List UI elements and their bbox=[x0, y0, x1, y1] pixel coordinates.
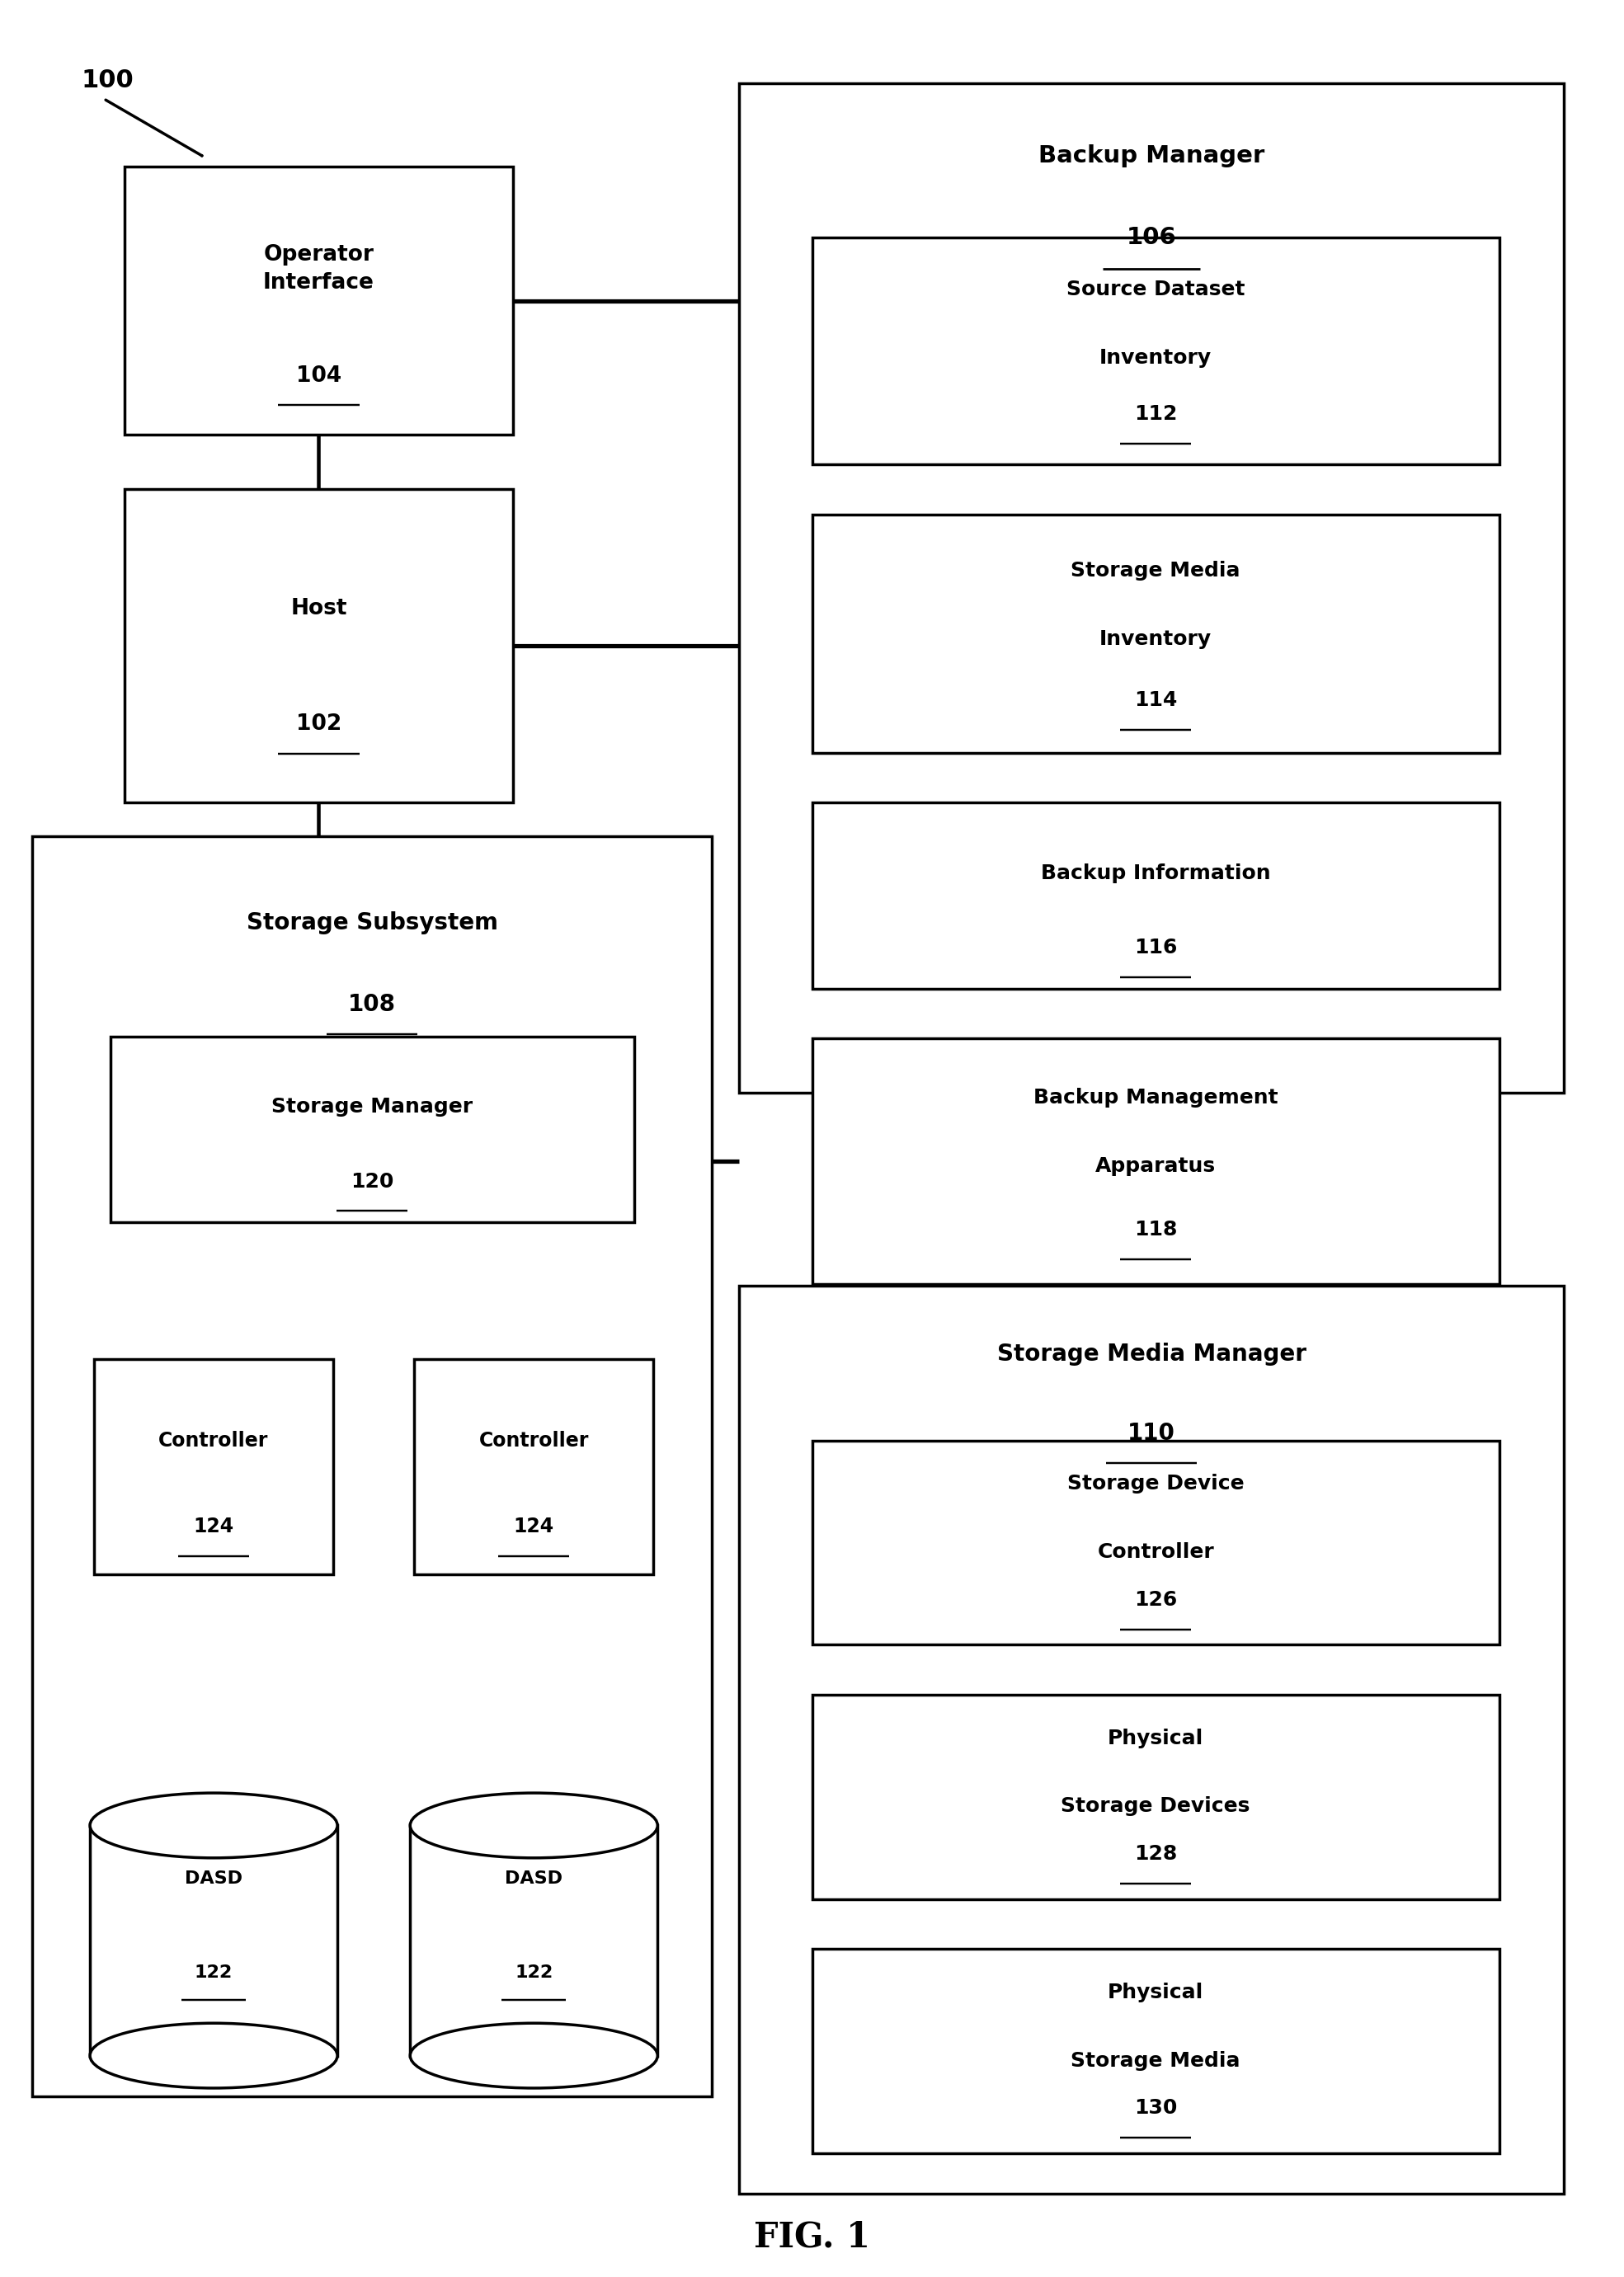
Text: Source Dataset: Source Dataset bbox=[1067, 280, 1246, 298]
Text: Storage Media Manager: Storage Media Manager bbox=[997, 1343, 1306, 1366]
Text: 124: 124 bbox=[513, 1516, 554, 1537]
Text: Controller: Controller bbox=[479, 1430, 590, 1450]
Text: 114: 114 bbox=[1134, 690, 1177, 710]
Bar bbox=[812, 515, 1499, 754]
Text: 128: 128 bbox=[1134, 1844, 1177, 1865]
Text: 124: 124 bbox=[193, 1516, 234, 1537]
Text: Controller: Controller bbox=[159, 1430, 268, 1450]
Text: Storage Media: Storage Media bbox=[1070, 2052, 1241, 2070]
Text: Physical: Physical bbox=[1108, 1983, 1203, 2001]
Bar bbox=[125, 166, 513, 435]
Text: Controller: Controller bbox=[1098, 1542, 1215, 1562]
Text: 102: 102 bbox=[296, 713, 341, 735]
Bar bbox=[812, 1694, 1499, 1899]
Ellipse shape bbox=[89, 2024, 338, 2088]
Bar bbox=[94, 1359, 333, 1573]
Bar bbox=[89, 1826, 338, 2056]
Bar bbox=[739, 82, 1564, 1093]
Text: 120: 120 bbox=[351, 1173, 393, 1191]
Bar bbox=[812, 1038, 1499, 1284]
Bar bbox=[812, 802, 1499, 988]
Text: Storage Device: Storage Device bbox=[1067, 1473, 1244, 1494]
Text: 130: 130 bbox=[1134, 2099, 1177, 2118]
Text: Apparatus: Apparatus bbox=[1095, 1157, 1216, 1175]
Text: 118: 118 bbox=[1134, 1220, 1177, 1239]
Bar bbox=[125, 490, 513, 802]
Bar bbox=[411, 1826, 658, 2056]
Bar bbox=[32, 836, 711, 2097]
Ellipse shape bbox=[411, 2024, 658, 2088]
Bar bbox=[739, 1287, 1564, 2195]
Text: Physical: Physical bbox=[1108, 1728, 1203, 1749]
Text: Host: Host bbox=[291, 597, 348, 619]
Text: 122: 122 bbox=[195, 1965, 232, 1981]
Text: 112: 112 bbox=[1134, 405, 1177, 424]
Ellipse shape bbox=[411, 1792, 658, 1858]
Text: 108: 108 bbox=[348, 993, 396, 1016]
Ellipse shape bbox=[89, 1792, 338, 1858]
Text: 104: 104 bbox=[296, 364, 341, 387]
Text: DASD: DASD bbox=[185, 1869, 242, 1888]
Text: Storage Subsystem: Storage Subsystem bbox=[247, 911, 499, 934]
Text: Storage Manager: Storage Manager bbox=[271, 1098, 473, 1118]
Text: DASD: DASD bbox=[505, 1869, 564, 1888]
Text: 100: 100 bbox=[81, 68, 133, 93]
Text: 106: 106 bbox=[1127, 225, 1177, 248]
Bar bbox=[414, 1359, 653, 1573]
Bar bbox=[110, 1036, 633, 1223]
Bar bbox=[812, 1949, 1499, 2154]
Bar bbox=[812, 237, 1499, 465]
Text: 126: 126 bbox=[1134, 1589, 1177, 1610]
Bar bbox=[812, 1441, 1499, 1644]
Text: Operator
Interface: Operator Interface bbox=[263, 244, 375, 294]
Text: Backup Management: Backup Management bbox=[1033, 1088, 1278, 1107]
Text: Storage Media: Storage Media bbox=[1070, 560, 1241, 581]
Text: Backup Information: Backup Information bbox=[1041, 863, 1270, 883]
Text: Backup Manager: Backup Manager bbox=[1038, 143, 1265, 166]
Text: 116: 116 bbox=[1134, 938, 1177, 959]
Text: 122: 122 bbox=[515, 1965, 552, 1981]
Text: FIG. 1: FIG. 1 bbox=[754, 2220, 870, 2254]
Text: Storage Devices: Storage Devices bbox=[1060, 1797, 1250, 1817]
Text: Inventory: Inventory bbox=[1099, 348, 1212, 367]
Text: 110: 110 bbox=[1127, 1423, 1176, 1446]
Text: Inventory: Inventory bbox=[1099, 628, 1212, 649]
